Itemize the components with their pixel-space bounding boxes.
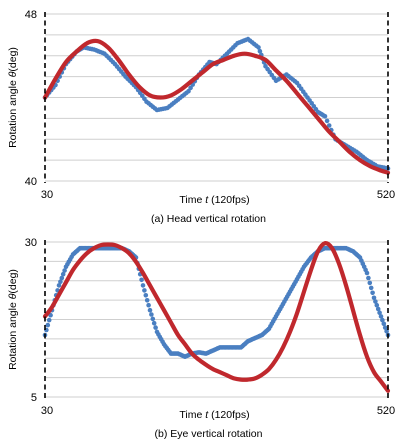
- series-point-blue: [380, 317, 385, 323]
- series-point-blue: [186, 88, 191, 94]
- series-point-blue: [153, 325, 158, 330]
- series-line-red: [42, 38, 391, 175]
- series-point-blue: [140, 283, 146, 288]
- series-point-blue: [368, 285, 374, 291]
- series-point-blue: [324, 118, 330, 124]
- chart-eye-vertical-rotation: 30 5 30 520 Time t (120fps) Rotation ang…: [7, 237, 395, 440]
- y-axis-label: Rotation angle θ(deg): [7, 47, 19, 148]
- x-tick-label-max: 520: [377, 405, 395, 417]
- series-point-blue: [188, 85, 193, 91]
- series-point-blue: [150, 316, 156, 322]
- series-point-blue: [58, 279, 63, 285]
- chart-caption: (b) Eye vertical rotation: [155, 428, 263, 440]
- series-point-blue: [142, 288, 147, 293]
- x-axis-label: Time t (120fps): [179, 194, 249, 206]
- series-point-blue: [60, 271, 66, 277]
- grid-lines: [45, 13, 388, 182]
- series-point-blue: [59, 275, 65, 281]
- series-point-blue: [146, 302, 151, 308]
- series-point-blue: [371, 295, 377, 301]
- plot-series: [42, 36, 391, 175]
- series-point-blue: [364, 270, 370, 276]
- series-point-blue: [151, 320, 157, 326]
- x-tick-label-min: 30: [41, 189, 53, 201]
- series-point-blue: [373, 299, 378, 304]
- series-point-blue: [377, 310, 382, 316]
- x-tick-label-max: 520: [377, 189, 395, 201]
- series-point-blue: [367, 280, 373, 286]
- series-point-blue: [46, 317, 52, 323]
- series-point-blue: [382, 325, 388, 330]
- series-point-blue: [326, 123, 332, 128]
- series-point-blue: [139, 277, 144, 283]
- series-point-blue: [322, 114, 328, 119]
- y-tick-label-max: 48: [25, 9, 37, 21]
- series-point-blue: [370, 290, 375, 296]
- series-point-blue: [147, 307, 153, 313]
- y-tick-label-max: 30: [25, 237, 37, 249]
- grid-lines: [45, 241, 388, 398]
- series-point-blue: [384, 329, 389, 334]
- series-line-red: [42, 241, 391, 393]
- chart-head-vertical-rotation: 48 40 30 520 Time t (120fps) Rotation an…: [7, 9, 395, 225]
- x-tick-label-min: 30: [41, 405, 53, 417]
- series-point-blue: [62, 268, 67, 273]
- series-point-blue: [366, 275, 371, 281]
- y-tick-label-min: 5: [31, 392, 37, 404]
- series-point-blue: [374, 302, 380, 308]
- series-point-blue: [149, 312, 154, 317]
- series-point-blue: [256, 45, 261, 50]
- series-point-blue: [381, 321, 387, 327]
- series-point-blue: [378, 314, 384, 319]
- y-axis-label: Rotation angle θ(deg): [7, 269, 19, 370]
- series-point-blue: [257, 48, 263, 54]
- series-point-blue: [56, 283, 62, 288]
- series-point-blue: [144, 298, 150, 303]
- x-axis-label: Time t (120fps): [179, 409, 249, 421]
- y-tick-label-min: 40: [25, 176, 37, 188]
- series-point-blue: [45, 322, 51, 328]
- chart-caption: (a) Head vertical rotation: [151, 213, 266, 225]
- series-point-blue: [143, 293, 149, 298]
- series-point-blue: [375, 306, 381, 312]
- plot-series: [42, 241, 391, 393]
